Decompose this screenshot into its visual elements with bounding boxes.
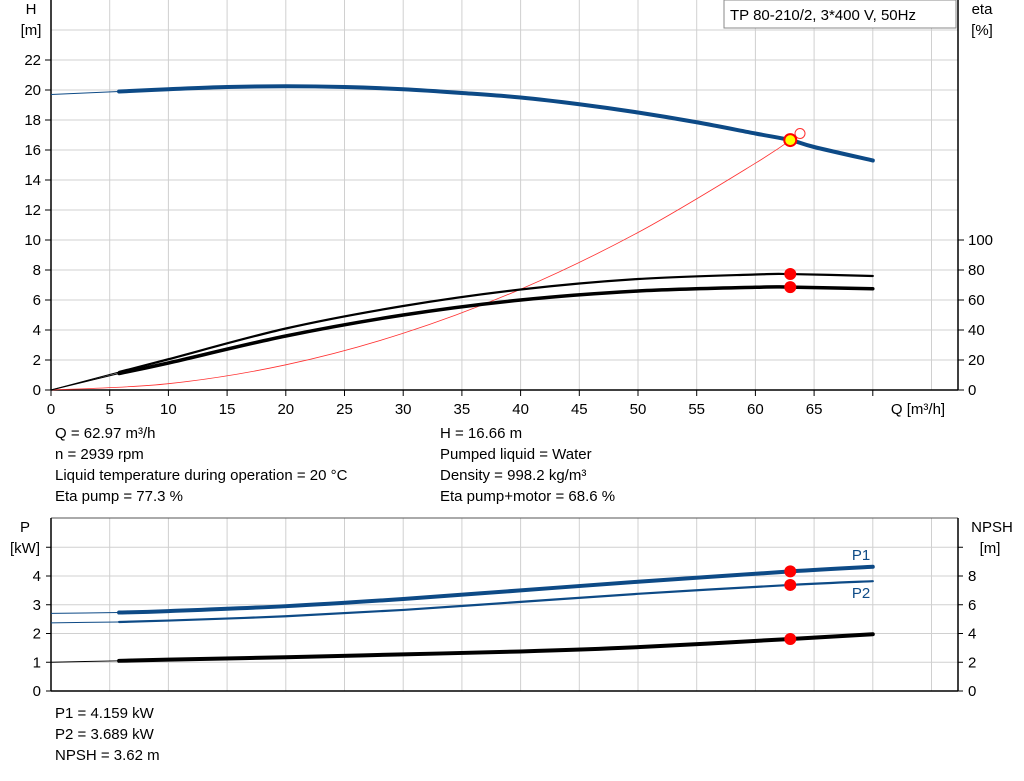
y-tick-label: 0 (33, 382, 41, 399)
y-tick-label: 1 (33, 654, 41, 671)
y-tick-label: 3 (33, 597, 41, 614)
y2-axis-title: NPSH (971, 519, 1013, 536)
p2-curve-extrapolated (50, 621, 120, 624)
x-tick-label: 50 (630, 401, 647, 418)
x-tick-label: 15 (219, 401, 236, 418)
info-eta-pump-motor: Eta pump+motor = 68.6 % (440, 488, 616, 505)
info-density: Density = 998.2 kg/m³ (440, 467, 587, 484)
y-tick-label: 10 (24, 232, 41, 249)
y2-tick-label: 4 (968, 626, 976, 643)
system-curve (50, 133, 801, 391)
info-temperature: Liquid temperature during operation = 20… (55, 467, 348, 484)
head-curve-extrapolated (50, 91, 120, 95)
y-axis-unit: [m] (21, 22, 42, 39)
p1-curve (117, 564, 875, 615)
y-tick-label: 22 (24, 52, 41, 69)
eta-pump-curve (117, 272, 874, 374)
npsh-curve-extrapolated (50, 660, 120, 663)
y-axis-title: P (20, 519, 30, 536)
y-tick-label: 8 (33, 262, 41, 279)
y2-tick-label: 0 (968, 382, 976, 399)
y2-tick-label: 60 (968, 292, 985, 309)
y-tick-label: 16 (24, 142, 41, 159)
info-p1: P1 = 4.159 kW (55, 705, 154, 722)
x-tick-label: 45 (571, 401, 588, 418)
title-box (723, 0, 957, 29)
duty-point-eta-pump-motor (784, 281, 797, 294)
y2-axis-title: eta (972, 1, 994, 18)
y-tick-label: 4 (33, 322, 41, 339)
p2-curve (117, 580, 874, 624)
y-tick-label: 0 (33, 683, 41, 700)
y2-tick-label: 0 (968, 683, 976, 700)
p2-series-label: P2 (852, 585, 870, 602)
x-tick-label: 30 (395, 401, 412, 418)
chart-title: TP 80-210/2, 3*400 V, 50Hz (730, 7, 916, 24)
info-head: H = 16.66 m (440, 425, 523, 442)
y-tick-label: 12 (24, 202, 41, 219)
duty-point-p2 (784, 578, 797, 591)
p1-series-label: P1 (852, 547, 870, 564)
x-tick-label: 55 (688, 401, 705, 418)
y-axis-unit: [kW] (10, 540, 40, 557)
duty-point-npsh (784, 632, 797, 645)
info-liquid: Pumped liquid = Water (440, 446, 592, 463)
y-tick-label: 2 (33, 626, 41, 643)
info-speed: n = 2939 rpm (55, 446, 144, 463)
y2-axis-unit: [m] (980, 540, 1001, 557)
y2-tick-label: 6 (968, 597, 976, 614)
x-tick-label: 60 (747, 401, 764, 418)
info-npsh: NPSH = 3.62 m (55, 747, 160, 764)
x-tick-label: 35 (454, 401, 471, 418)
y-tick-label: 4 (33, 568, 41, 585)
x-tick-label: 65 (806, 401, 823, 418)
y2-tick-label: 2 (968, 654, 976, 671)
y-tick-label: 18 (24, 112, 41, 129)
y-tick-label: 14 (24, 172, 41, 189)
y2-tick-label: 20 (968, 352, 985, 369)
eta-pump-motor-curve (117, 285, 875, 376)
y2-axis-unit: [%] (971, 22, 993, 39)
x-tick-label: 10 (160, 401, 177, 418)
duty-point-eta-pump (784, 268, 797, 281)
y2-tick-label: 100 (968, 232, 993, 249)
x-tick-label: 40 (512, 401, 529, 418)
x-axis-label: Q [m³/h] (891, 401, 945, 418)
y-tick-label: 6 (33, 292, 41, 309)
info-flow: Q = 62.97 m³/h (55, 425, 156, 442)
x-tick-label: 0 (47, 401, 55, 418)
x-tick-label: 20 (277, 401, 294, 418)
system-curve-end-marker (794, 128, 806, 139)
info-p2: P2 = 3.689 kW (55, 726, 154, 743)
y2-tick-label: 40 (968, 322, 985, 339)
x-tick-label: 5 (106, 401, 114, 418)
duty-point-p1 (784, 565, 797, 578)
y-tick-label: 20 (24, 82, 41, 99)
y-axis-title: H (26, 1, 37, 18)
duty-point-head (783, 133, 798, 148)
head-curve (117, 84, 875, 163)
y-tick-label: 2 (33, 352, 41, 369)
y2-tick-label: 8 (968, 568, 976, 585)
info-eta-pump: Eta pump = 77.3 % (55, 488, 183, 505)
x-tick-label: 25 (336, 401, 353, 418)
eta-pump-motor-curve-extrapolated (50, 373, 120, 391)
y2-tick-label: 80 (968, 262, 985, 279)
p1-curve-extrapolated (50, 612, 120, 614)
npsh-curve (117, 632, 875, 663)
